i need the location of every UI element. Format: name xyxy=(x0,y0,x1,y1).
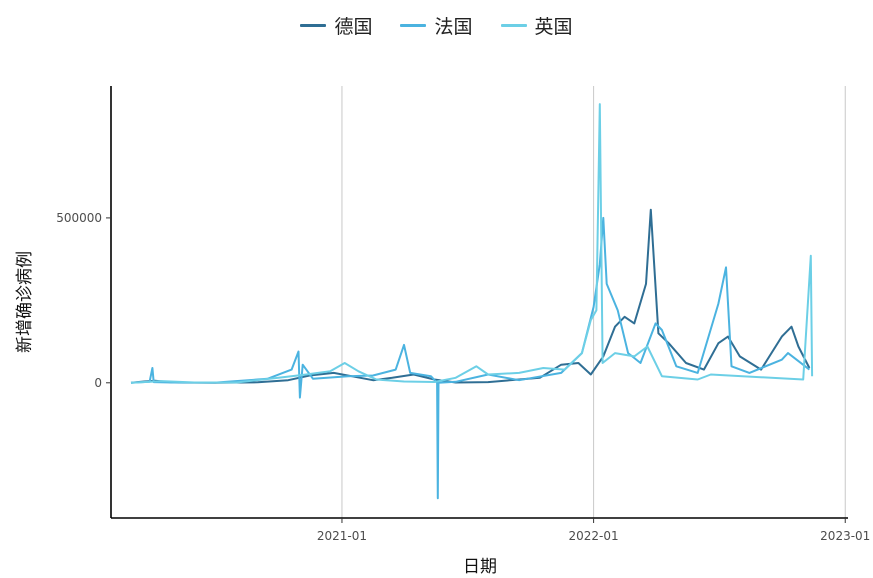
x-tick-label: 2023-01 xyxy=(820,529,870,543)
chart-legend: 德国 法国 英国 xyxy=(0,12,873,39)
x-axis-title: 日期 xyxy=(463,557,497,577)
legend-label-uk: 英国 xyxy=(534,16,573,38)
legend-label-germany: 德国 xyxy=(334,16,373,38)
legend-swatch-france xyxy=(400,24,427,27)
y-axis-title: 新增确诊病例 xyxy=(15,251,35,353)
series-lines xyxy=(130,103,814,500)
series-line-france xyxy=(130,216,811,500)
series-line-uk xyxy=(130,103,814,384)
x-tick-label: 2021-01 xyxy=(317,529,367,543)
legend-swatch-uk xyxy=(500,24,527,27)
legend-label-france: 法国 xyxy=(434,16,473,38)
series-line-germany xyxy=(130,208,811,384)
legend-item-uk: 英国 xyxy=(500,12,573,39)
y-axis-ticks: 0 500000 xyxy=(56,211,111,390)
y-tick-label: 500000 xyxy=(56,211,102,225)
legend-item-france: 法国 xyxy=(400,12,473,39)
y-tick-label: 0 xyxy=(94,376,102,390)
x-axis-ticks: 2021-01 2022-01 2023-01 xyxy=(317,518,870,543)
x-tick-label: 2022-01 xyxy=(569,529,619,543)
legend-item-germany: 德国 xyxy=(300,12,372,39)
legend-swatch-germany xyxy=(300,24,327,27)
